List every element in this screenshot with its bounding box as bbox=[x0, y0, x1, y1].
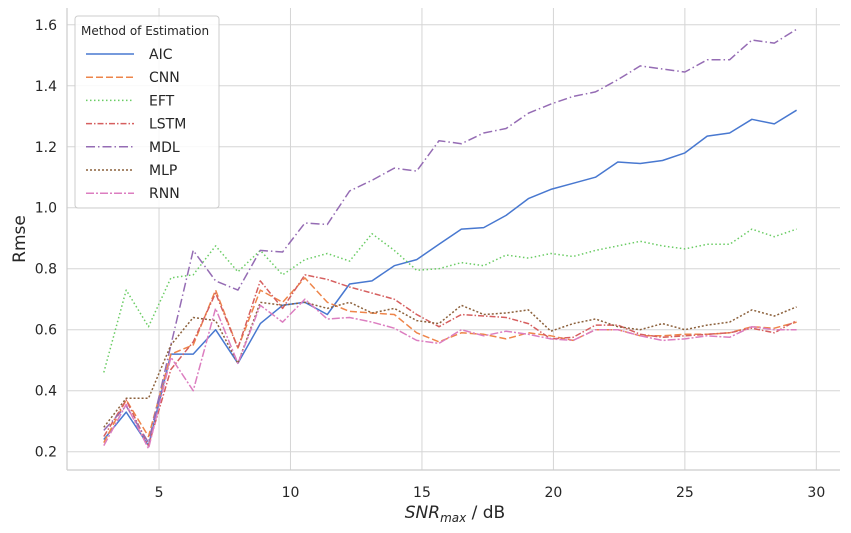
x-tick-labels: 5 10 15 20 25 30 bbox=[155, 485, 826, 501]
series-lines bbox=[103, 28, 797, 450]
x-tick-label: 10 bbox=[282, 485, 300, 501]
x-axis-title-sub: max bbox=[440, 511, 467, 525]
grid bbox=[67, 8, 840, 470]
legend-items: AIC CNN EFT LSTM MDL MLP RNN bbox=[86, 47, 186, 202]
y-tick-label: 0.6 bbox=[35, 323, 57, 339]
y-tick-label: 1.6 bbox=[35, 18, 57, 34]
axes bbox=[66, 8, 840, 471]
legend-label-mlp: MLP bbox=[149, 163, 177, 179]
legend-label-mdl: MDL bbox=[149, 140, 180, 156]
y-tick-label: 0.4 bbox=[35, 384, 57, 400]
series-line-rnn bbox=[103, 298, 797, 450]
series-line-mdl bbox=[103, 28, 797, 444]
legend-label-cnn: CNN bbox=[149, 70, 180, 86]
x-axis-title-unit: / dB bbox=[466, 503, 505, 523]
y-tick-label: 0.2 bbox=[35, 445, 57, 461]
legend-label-eft: EFT bbox=[149, 93, 175, 109]
series-line-mlp bbox=[103, 301, 797, 428]
x-tick-label: 15 bbox=[413, 485, 431, 501]
legend-label-rnn: RNN bbox=[149, 186, 180, 202]
x-tick-label: 20 bbox=[544, 485, 562, 501]
x-tick-label: 5 bbox=[155, 485, 164, 501]
x-axis-title-main: SNR bbox=[405, 503, 440, 523]
x-axis-title: SNRmax / dB bbox=[405, 503, 505, 525]
y-tick-labels: 0.2 0.4 0.6 0.8 1.0 1.2 1.4 1.6 bbox=[35, 18, 57, 461]
series-line-aic bbox=[103, 109, 797, 447]
y-axis-title: Rmse bbox=[10, 215, 30, 263]
legend-box bbox=[74, 15, 220, 209]
legend: Method of Estimation AIC CNN EFT LSTM MDL MLP… bbox=[74, 15, 220, 209]
series-line-eft bbox=[103, 228, 797, 373]
legend-label-lstm: LSTM bbox=[149, 117, 186, 133]
legend-label-aic: AIC bbox=[149, 47, 173, 63]
legend-title: Method of Estimation bbox=[81, 24, 209, 38]
series-line-cnn bbox=[103, 277, 797, 443]
y-tick-label: 1.4 bbox=[35, 79, 57, 95]
series-line-lstm bbox=[103, 274, 797, 447]
y-tick-label: 1.2 bbox=[35, 140, 57, 156]
x-tick-label: 25 bbox=[676, 485, 694, 501]
x-tick-label: 30 bbox=[807, 485, 825, 501]
y-tick-label: 0.8 bbox=[35, 262, 57, 278]
y-tick-label: 1.0 bbox=[35, 201, 57, 217]
